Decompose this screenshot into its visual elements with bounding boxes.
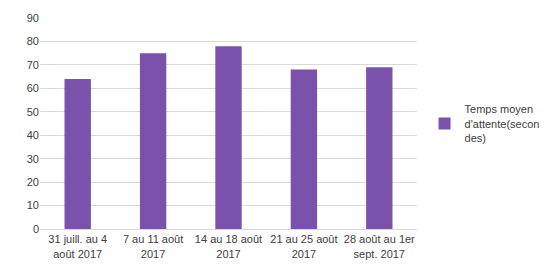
svg-text:40: 40 [27,129,39,141]
svg-text:80: 80 [27,35,39,47]
svg-text:0: 0 [33,223,39,235]
svg-text:10: 10 [27,199,39,211]
svg-text:Temps moyend'attente(secondes): Temps moyend'attente(secondes) [465,103,540,144]
svg-text:30: 30 [27,153,39,165]
svg-text:90: 90 [27,12,39,24]
svg-text:70: 70 [27,59,39,71]
svg-text:31 juill. au 4août 2017: 31 juill. au 4août 2017 [48,233,107,259]
svg-text:28 août au 1ersept. 2017: 28 août au 1ersept. 2017 [344,233,415,259]
svg-text:7 au 11 août2017: 7 au 11 août2017 [123,233,183,259]
svg-text:21 au 25 août2017: 21 au 25 août2017 [270,233,337,259]
svg-text:14 au 18 août2017: 14 au 18 août2017 [195,233,262,259]
svg-text:60: 60 [27,82,39,94]
svg-text:20: 20 [27,176,39,188]
svg-text:50: 50 [27,106,39,118]
